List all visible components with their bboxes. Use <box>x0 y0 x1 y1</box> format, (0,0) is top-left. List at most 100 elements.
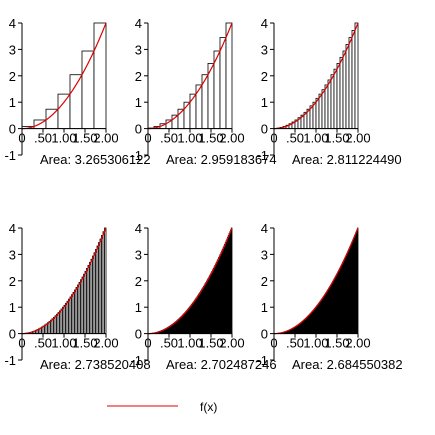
riemann-bar <box>219 37 227 130</box>
riemann-bar <box>330 74 335 130</box>
y-tick-label: 1 <box>261 95 268 110</box>
riemann-bar <box>327 79 332 129</box>
y-tick-label: 2 <box>9 69 16 84</box>
y-tick-label: 3 <box>261 42 268 57</box>
y-tick-label: 0 <box>261 122 268 137</box>
y-tick-label: 3 <box>261 247 268 262</box>
riemann-bar <box>321 89 326 129</box>
x-tick-label: .50 <box>286 336 304 351</box>
riemann-bar <box>333 68 338 129</box>
y-tick-label: 2 <box>9 274 16 289</box>
y-tick-label: 0 <box>9 122 16 137</box>
riemann-bar <box>324 84 329 129</box>
y-tick-label: 2 <box>261 69 268 84</box>
riemann-bar <box>69 74 83 130</box>
riemann-bar <box>336 63 341 129</box>
area-label: Area: 2.684550382 <box>292 357 403 372</box>
area-label: Area: 2.738520408 <box>40 357 151 372</box>
function-curve <box>273 22 359 130</box>
riemann-bar <box>318 93 323 130</box>
x-tick-label: 1.50 <box>198 336 223 351</box>
area-label: Area: 2.959183674 <box>166 152 277 167</box>
riemann-bar <box>230 227 233 334</box>
y-tick-label: 4 <box>135 16 142 31</box>
x-tick-label: 0 <box>144 336 151 351</box>
y-tick-label: -1 <box>256 353 268 368</box>
legend: f(x) <box>107 400 217 414</box>
y-tick-label: 0 <box>261 327 268 342</box>
x-tick-label: 1.50 <box>324 336 349 351</box>
legend-label: f(x) <box>200 400 217 414</box>
x-tick-label: 1.00 <box>51 131 76 146</box>
x-tick-label: 0 <box>270 131 277 146</box>
riemann-bar <box>354 22 359 129</box>
riemann-bar <box>348 37 353 130</box>
x-tick-label: .50 <box>34 131 52 146</box>
x-tick-label: 2.00 <box>219 336 244 351</box>
x-tick-label: 2.00 <box>345 131 370 146</box>
y-tick-label: 3 <box>135 247 142 262</box>
riemann-bar <box>57 93 71 130</box>
riemann-bar <box>345 44 350 129</box>
x-tick-label: 0 <box>18 131 25 146</box>
x-tick-label: 1.50 <box>324 131 349 146</box>
area-label: Area: 3.265306122 <box>40 152 151 167</box>
y-tick-label: -1 <box>4 148 16 163</box>
x-tick-label: .50 <box>160 131 178 146</box>
x-tick-label: .50 <box>286 131 304 146</box>
y-tick-label: 0 <box>9 327 16 342</box>
function-curve <box>273 227 359 335</box>
riemann-bar <box>225 22 233 129</box>
riemann-bar <box>351 30 356 129</box>
x-tick-label: 1.00 <box>177 131 202 146</box>
y-tick-label: -1 <box>130 353 142 368</box>
y-tick-label: -1 <box>130 148 142 163</box>
riemann-bar <box>342 50 347 129</box>
x-tick-label: 0 <box>144 131 151 146</box>
y-tick-label: 4 <box>135 221 142 236</box>
riemann-bar <box>315 97 320 129</box>
x-tick-label: 1.00 <box>303 336 328 351</box>
x-tick-label: 1.00 <box>303 131 328 146</box>
y-tick-label: 4 <box>261 221 268 236</box>
x-tick-label: .50 <box>160 336 178 351</box>
y-tick-label: 1 <box>261 300 268 315</box>
riemann-bar <box>339 56 344 129</box>
y-tick-label: 2 <box>135 69 142 84</box>
x-tick-label: 2.00 <box>345 336 370 351</box>
x-tick-label: 1.50 <box>72 131 97 146</box>
y-tick-label: 2 <box>135 274 142 289</box>
function-curve <box>147 227 233 335</box>
y-tick-label: 1 <box>135 95 142 110</box>
y-tick-label: 1 <box>9 300 16 315</box>
y-tick-label: -1 <box>256 148 268 163</box>
function-curve <box>21 22 107 130</box>
riemann-bar <box>104 227 107 334</box>
riemann-bar <box>195 84 203 129</box>
y-tick-label: 0 <box>135 327 142 342</box>
function-curve <box>147 22 233 130</box>
y-tick-label: 0 <box>135 122 142 137</box>
x-tick-label: 2.00 <box>93 336 118 351</box>
function-curve <box>21 227 107 335</box>
y-tick-label: 3 <box>9 42 16 57</box>
y-tick-label: 2 <box>261 274 268 289</box>
y-tick-label: 3 <box>9 247 16 262</box>
y-tick-label: 1 <box>9 95 16 110</box>
y-tick-label: 4 <box>261 16 268 31</box>
x-tick-label: 1.50 <box>198 131 223 146</box>
y-tick-label: 4 <box>9 16 16 31</box>
x-tick-label: .50 <box>34 336 52 351</box>
x-tick-label: 1.00 <box>51 336 76 351</box>
x-tick-label: 0 <box>270 336 277 351</box>
y-tick-label: 3 <box>135 42 142 57</box>
y-tick-label: 4 <box>9 221 16 236</box>
x-tick-label: 1.50 <box>72 336 97 351</box>
